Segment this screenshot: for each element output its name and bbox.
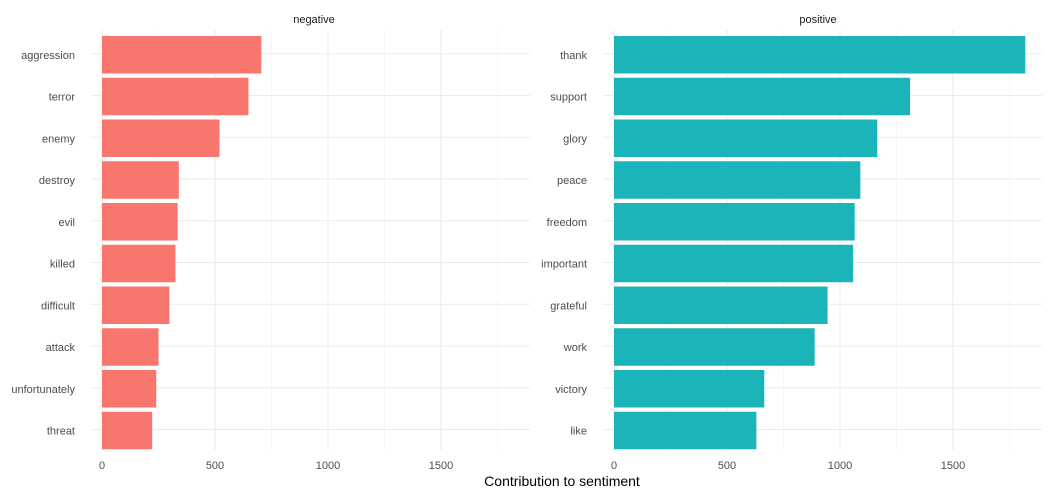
category-label: unfortunately [11,384,75,396]
category-label: like [570,426,587,438]
bar [102,328,159,366]
bar [614,77,911,116]
facet-title: negative [293,14,335,26]
bar [614,286,828,324]
bar [102,411,153,450]
category-label: support [550,92,587,104]
bar [102,36,262,74]
bar [102,286,170,324]
bar [102,244,176,283]
category-label: peace [557,175,587,187]
bar [102,77,249,116]
category-label: killed [50,259,75,271]
x-tick-label: 0 [99,460,105,472]
category-label: grateful [550,300,587,312]
category-label: threat [47,426,75,438]
category-label: destroy [39,175,76,187]
bar [614,244,854,283]
category-label: freedom [547,217,587,229]
x-tick-label: 1000 [828,460,852,472]
bar [614,203,855,241]
x-tick-label: 500 [206,460,224,472]
category-label: work [563,342,588,354]
category-label: important [541,259,587,271]
x-tick-label: 1500 [941,460,965,472]
category-label: evil [58,217,75,229]
bar [102,203,178,241]
x-tick-label: 1000 [316,460,340,472]
category-label: thank [560,50,587,62]
bar [102,370,157,408]
bar [614,119,878,157]
facet-title: positive [799,14,836,26]
category-label: glory [563,133,587,145]
category-label: enemy [42,133,76,145]
bar [614,161,861,199]
panel-negative: negative aggression terror enemy destroy evil… [11,14,530,472]
bar [614,328,815,366]
x-tick-label: 0 [611,460,617,472]
x-tick-label: 500 [718,460,736,472]
bar [614,370,765,408]
category-label: aggression [21,50,75,62]
category-label: terror [49,92,76,104]
panel-positive: positive thank support glory peace freedom imp… [541,14,1042,472]
bar [102,161,179,199]
bar [102,119,220,157]
x-tick-label: 1500 [429,460,453,472]
bar [614,36,1026,74]
category-label: difficult [41,300,75,312]
bar [614,411,757,450]
category-label: victory [555,384,587,396]
category-label: attack [46,342,76,354]
x-axis-title: Contribution to sentiment [484,473,640,489]
